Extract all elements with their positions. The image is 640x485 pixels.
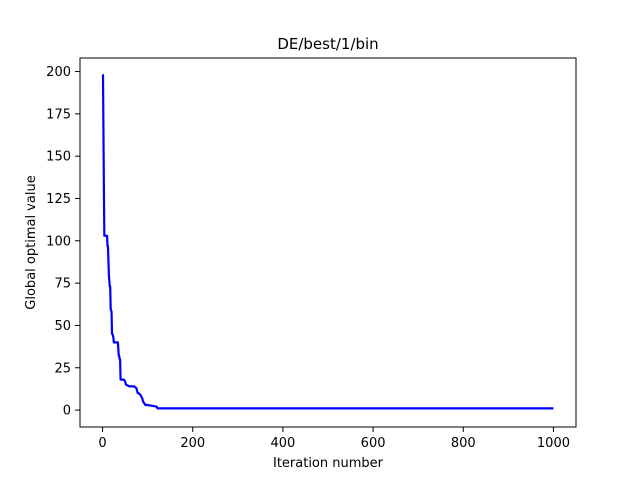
axes-frame — [79, 57, 577, 428]
y-axis: 0 25 50 75 100 125 150 175 200 — [46, 65, 80, 419]
x-axis-label: Iteration number — [273, 456, 384, 471]
x-tick-label: 400 — [270, 436, 295, 451]
series-line-0 — [101, 73, 554, 410]
x-tick-label: 600 — [361, 436, 386, 451]
y-tick-label: 100 — [46, 234, 71, 249]
x-tick-label: 1000 — [537, 436, 570, 451]
y-tick-label: 200 — [46, 65, 71, 80]
x-tick-label: 800 — [451, 436, 476, 451]
y-tick-label: 150 — [46, 150, 71, 165]
y-tick-label: 25 — [54, 361, 71, 376]
y-tick-label: 175 — [46, 107, 71, 122]
y-tick-label: 50 — [54, 319, 71, 334]
x-tick-label: 200 — [180, 436, 205, 451]
y-tick-label: 75 — [54, 277, 71, 292]
y-tick-label: 0 — [63, 404, 71, 419]
y-tick-label: 125 — [46, 192, 71, 207]
y-axis-label: Global optimal value — [24, 175, 39, 309]
x-tick-label: 0 — [98, 436, 106, 451]
chart-title: DE/best/1/bin — [277, 35, 378, 53]
x-axis: 0 200 400 600 800 1000 — [98, 427, 570, 451]
